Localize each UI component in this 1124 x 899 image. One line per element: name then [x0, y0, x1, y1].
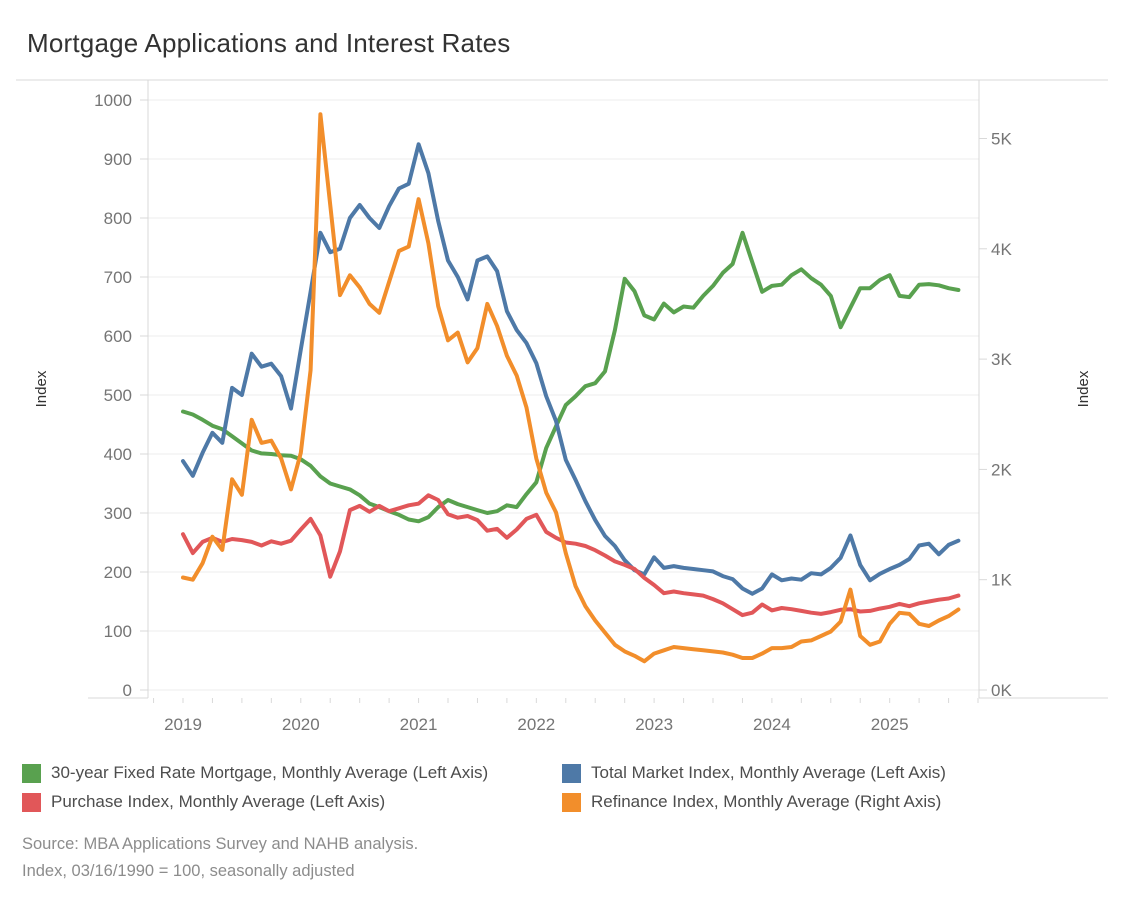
left-axis-tick-label: 800 [104, 209, 132, 228]
left-axis-tick-label: 0 [123, 681, 132, 700]
fixed-rate-swatch-icon [22, 763, 41, 783]
left-axis-tick-label: 600 [104, 327, 132, 346]
purchase-swatch-icon [22, 792, 41, 812]
series-line-total-market-index[interactable] [181, 142, 961, 596]
right-axis-tick-label: 2K [991, 460, 1012, 479]
left-axis-tick-label: 700 [104, 268, 132, 287]
series-line-refinance-index[interactable] [181, 112, 961, 664]
legend-item-fixed-rate[interactable]: 30-year Fixed Rate Mortgage, Monthly Ave… [22, 763, 488, 783]
left-axis-title: Index [33, 370, 50, 407]
right-axis-tick-label: 5K [991, 130, 1012, 149]
legend-item-purchase[interactable]: Purchase Index, Monthly Average (Left Ax… [22, 792, 385, 812]
source-line-1: Source: MBA Applications Survey and NAHB… [22, 835, 419, 853]
right-axis-tick-label: 1K [991, 571, 1012, 590]
right-axis-title: Index [1075, 370, 1092, 407]
x-axis-year-label: 2019 [164, 715, 202, 734]
series-line-purchase-index[interactable] [181, 493, 961, 618]
x-axis-year-label: 2023 [635, 715, 673, 734]
left-axis-tick-label: 400 [104, 445, 132, 464]
right-axis-tick-label: 4K [991, 240, 1012, 259]
legend-label: Purchase Index, Monthly Average (Left Ax… [51, 792, 386, 811]
source-note: Source: MBA Applications Survey and NAHB… [22, 831, 418, 885]
total-market-swatch-icon [562, 763, 581, 783]
left-axis-tick-label: 200 [104, 563, 132, 582]
legend-item-total-market[interactable]: Total Market Index, Monthly Average (Lef… [562, 763, 946, 783]
series-line-30-year-fixed-rate-mortgage[interactable] [181, 230, 961, 524]
x-axis-year-label: 2024 [753, 715, 791, 734]
left-axis-tick-label: 300 [104, 504, 132, 523]
x-axis-year-label: 2020 [282, 715, 320, 734]
legend-item-refinance[interactable]: Refinance Index, Monthly Average (Right … [562, 792, 941, 812]
left-axis-tick-label: 500 [104, 386, 132, 405]
left-axis-tick-label: 100 [104, 622, 132, 641]
left-axis-tick-label: 900 [104, 150, 132, 169]
x-axis-year-label: 2021 [400, 715, 438, 734]
legend-label: Refinance Index, Monthly Average (Right … [591, 792, 942, 811]
page-title: Mortgage Applications and Interest Rates [27, 28, 511, 58]
legend-label: 30-year Fixed Rate Mortgage, Monthly Ave… [51, 763, 489, 782]
legend-label: Total Market Index, Monthly Average (Lef… [591, 763, 946, 782]
left-axis-tick-label: 1000 [94, 91, 132, 110]
refinance-swatch-icon [562, 792, 581, 812]
right-axis-tick-label: 3K [991, 350, 1012, 369]
x-axis-year-label: 2022 [517, 715, 555, 734]
source-line-2: Index, 03/16/1990 = 100, seasonally adju… [22, 862, 355, 880]
x-axis-year-label: 2025 [871, 715, 909, 734]
right-axis-tick-label: 0K [991, 681, 1012, 700]
